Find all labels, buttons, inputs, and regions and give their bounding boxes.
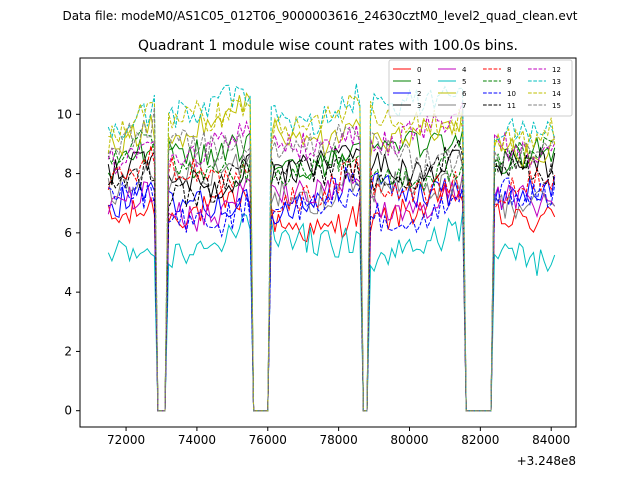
series-lines <box>107 83 556 412</box>
y-tick-label: 0 <box>64 404 72 418</box>
series-line-13 <box>107 83 556 412</box>
legend-label-14: 14 <box>552 90 561 98</box>
y-tick-label: 10 <box>57 107 72 121</box>
y-tick-label: 4 <box>64 285 72 299</box>
legend-label-13: 13 <box>552 78 561 86</box>
legend-label-7: 7 <box>462 102 466 110</box>
legend-label-15: 15 <box>552 102 561 110</box>
x-tick-label: 78000 <box>320 433 358 447</box>
legend-label-0: 0 <box>417 66 421 74</box>
legend-label-12: 12 <box>552 66 561 74</box>
x-axis: 72000 74000 76000 78000 80000 82000 84000 <box>107 427 570 447</box>
series-line-14 <box>107 93 556 412</box>
x-tick-label: 76000 <box>249 433 287 447</box>
x-tick-label: 82000 <box>461 433 499 447</box>
x-tick-label: 74000 <box>178 433 216 447</box>
legend-label-5: 5 <box>462 78 466 86</box>
chart-title: Quadrant 1 module wise count rates with … <box>138 38 518 54</box>
x-tick-label: 84000 <box>532 433 570 447</box>
figure-suptitle: Data file: modeM0/AS1C05_012T06_90000036… <box>62 9 577 23</box>
legend-label-11: 11 <box>507 102 516 110</box>
legend-label-3: 3 <box>417 102 421 110</box>
y-tick-label: 2 <box>64 344 72 358</box>
x-axis-offset-label: +3.248e8 <box>517 454 576 468</box>
y-tick-label: 6 <box>64 226 72 240</box>
series-line-15 <box>107 107 556 412</box>
legend-label-2: 2 <box>417 90 421 98</box>
legend-label-8: 8 <box>507 66 511 74</box>
legend-label-10: 10 <box>507 90 516 98</box>
legend-label-6: 6 <box>462 90 467 98</box>
legend-label-9: 9 <box>507 78 511 86</box>
x-tick-label: 80000 <box>390 433 428 447</box>
legend-label-4: 4 <box>462 66 467 74</box>
y-axis: 0 2 4 6 8 10 <box>57 107 80 418</box>
plot-frame <box>79 57 577 428</box>
legend-box <box>388 59 573 117</box>
legend-label-1: 1 <box>417 78 421 86</box>
x-tick-label: 72000 <box>107 433 145 447</box>
y-tick-label: 8 <box>64 167 72 181</box>
